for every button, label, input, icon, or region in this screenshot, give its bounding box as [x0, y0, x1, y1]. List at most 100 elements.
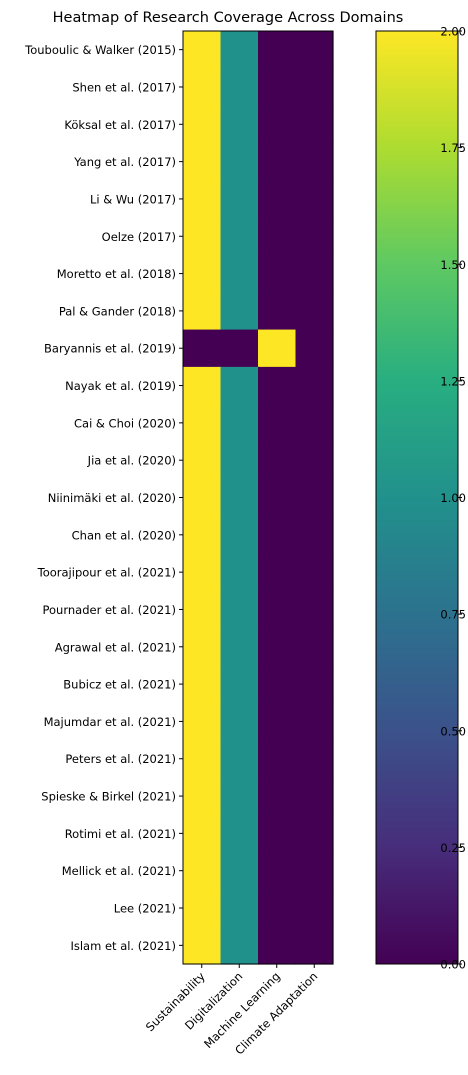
heatmap-cell — [183, 628, 222, 667]
heatmap-cell — [258, 329, 297, 368]
heatmap-cell — [295, 926, 334, 965]
heatmap-cell — [258, 68, 297, 107]
heatmap-cell — [183, 590, 222, 629]
heatmap-cell — [220, 329, 259, 368]
heatmap-cell — [220, 777, 259, 816]
y-tick-label-pournader-et-al-2021: Pournader et al. (2021) — [42, 603, 176, 617]
heatmap-cell — [258, 105, 297, 144]
colorbar-tick-label: 0.25 — [440, 841, 466, 855]
heatmap-cell — [220, 68, 259, 107]
colorbar-tick-label: 1.00 — [440, 491, 466, 505]
heatmap-cell — [183, 553, 222, 592]
heatmap-cell — [258, 926, 297, 965]
y-tick-label-mellick-et-al-2021: Mellick et al. (2021) — [62, 864, 176, 878]
heatmap-cell — [220, 553, 259, 592]
y-tick-label-lee-2021: Lee (2021) — [114, 902, 176, 916]
heatmap-cell — [295, 217, 334, 256]
heatmap-cell — [183, 516, 222, 555]
y-tick-label-moretto-et-al-2018: Moretto et al. (2018) — [57, 267, 176, 281]
heatmap-cell — [258, 366, 297, 405]
heatmap-cell — [258, 889, 297, 928]
heatmap-cell — [295, 628, 334, 667]
chart-title: Heatmap of Research Coverage Across Doma… — [53, 10, 404, 26]
heatmap-cell — [220, 31, 259, 69]
heatmap-cell — [295, 553, 334, 592]
heatmap-cell — [258, 31, 297, 69]
y-tick-label-agrawal-et-al-2021: Agrawal et al. (2021) — [55, 640, 176, 654]
heatmap-cell — [295, 142, 334, 181]
heatmap-cell — [183, 180, 222, 219]
heatmap-cell — [258, 777, 297, 816]
heatmap-cell — [183, 292, 222, 331]
y-tick-label-islam-et-al-2021: Islam et al. (2021) — [70, 939, 176, 953]
heatmap-cell — [258, 292, 297, 331]
heatmap-cell — [183, 814, 222, 853]
colorbar — [376, 31, 458, 964]
heatmap-cell — [295, 441, 334, 480]
heatmap-cell — [183, 254, 222, 293]
y-tick-label-pal-gander-2018: Pal & Gander (2018) — [59, 304, 176, 318]
heatmap-cell — [220, 889, 259, 928]
heatmap-cell — [295, 478, 334, 517]
colorbar-tick-label: 0.50 — [440, 724, 466, 738]
heatmap-cell — [295, 516, 334, 555]
heatmap-cell — [258, 814, 297, 853]
heatmap-cell — [258, 217, 297, 256]
heatmap-cell — [183, 665, 222, 704]
heatmap-cell — [220, 852, 259, 890]
colorbar-tick-label: 0.75 — [440, 608, 466, 622]
y-tick-label-toorajipour-et-al-2021: Toorajipour et al. (2021) — [37, 566, 176, 580]
colorbar-tick-label: 1.75 — [440, 141, 466, 155]
heatmap-cell — [295, 404, 334, 443]
y-tick-label-shen-et-al-2017: Shen et al. (2017) — [72, 80, 176, 94]
colorbar-tick-label: 2.00 — [440, 25, 466, 39]
heatmap-cell — [183, 68, 222, 107]
heatmap-cell — [220, 590, 259, 629]
y-tick-label-koksal-et-al-2017: Köksal et al. (2017) — [64, 118, 176, 132]
heatmap-cell — [220, 404, 259, 443]
heatmap-cells — [183, 31, 334, 965]
heatmap-cell — [295, 777, 334, 816]
y-tick-label-touboulic-walker-2015: Touboulic & Walker (2015) — [24, 43, 176, 57]
heatmap-cell — [258, 516, 297, 555]
heatmap-cell — [220, 665, 259, 704]
heatmap-cell — [220, 478, 259, 517]
heatmap-cell — [220, 628, 259, 667]
heatmap-cell — [220, 180, 259, 219]
heatmap-cell — [183, 777, 222, 816]
y-tick-label-oelze-2017: Oelze (2017) — [102, 230, 176, 244]
heatmap-cell — [295, 852, 334, 890]
heatmap-cell — [295, 889, 334, 928]
heatmap-cell — [183, 217, 222, 256]
heatmap-cell — [258, 180, 297, 219]
heatmap-cell — [258, 142, 297, 181]
heatmap-cell — [183, 404, 222, 443]
heatmap-cell — [183, 105, 222, 144]
heatmap-cell — [220, 142, 259, 181]
heatmap-cell — [183, 142, 222, 181]
heatmap-cell — [220, 366, 259, 405]
heatmap-cell — [183, 478, 222, 517]
y-tick-label-niinimaki-et-al-2020: Niinimäki et al. (2020) — [48, 491, 176, 505]
heatmap-cell — [258, 590, 297, 629]
heatmap-cell — [295, 702, 334, 741]
heatmap-cell — [258, 553, 297, 592]
heatmap-cell — [183, 740, 222, 778]
heatmap-cell — [258, 404, 297, 443]
heatmap-cell — [258, 852, 297, 890]
heatmap-cell — [183, 441, 222, 480]
y-tick-label-cai-choi-2020: Cai & Choi (2020) — [74, 416, 176, 430]
heatmap-cell — [258, 254, 297, 293]
colorbar-tick-label: 1.25 — [440, 374, 466, 388]
heatmap-cell — [220, 105, 259, 144]
heatmap-cell — [258, 478, 297, 517]
heatmap-cell — [295, 31, 334, 69]
heatmap-cell — [295, 590, 334, 629]
heatmap-cell — [295, 105, 334, 144]
y-tick-label-spieske-birkel-2021: Spieske & Birkel (2021) — [41, 790, 176, 804]
colorbar-axis: 0.00 0.25 0.50 0.75 1.00 1.25 1.50 1.75 2.00 — [440, 25, 466, 972]
heatmap-cell — [295, 68, 334, 107]
heatmap-cell — [295, 740, 334, 778]
y-tick-label-jia-et-al-2020: Jia et al. (2020) — [87, 454, 176, 468]
